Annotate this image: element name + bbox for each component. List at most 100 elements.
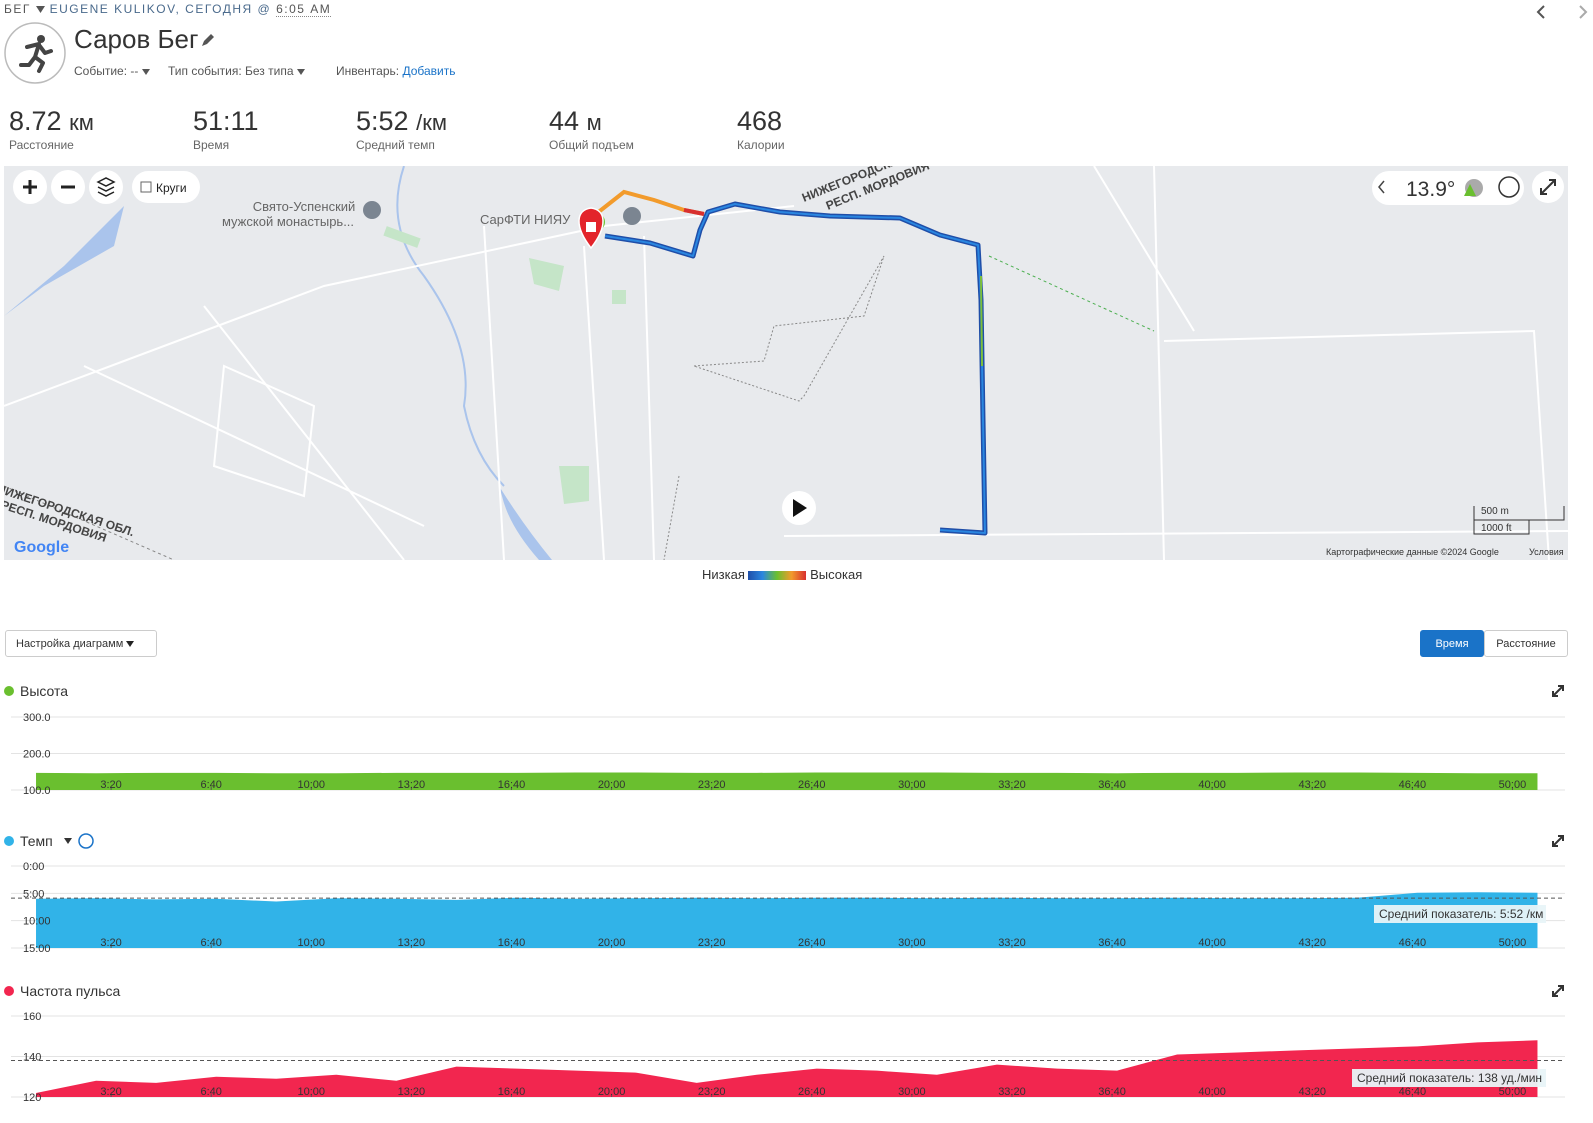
y-tick-label: 10:00	[23, 916, 51, 928]
x-tick-label: 33:20	[998, 779, 1026, 791]
legend-high: Высокая	[810, 567, 863, 582]
laps-toggle[interactable]: Круги	[156, 181, 187, 195]
stat-number: 51:11	[193, 106, 259, 136]
dropdown-arrow	[35, 6, 45, 13]
distance-tab[interactable]: Расстояние	[1484, 630, 1568, 657]
average-badge	[1352, 1069, 1546, 1087]
x-tick-label: 6:40	[200, 937, 221, 949]
map-poi: Свято-Успенский	[253, 199, 356, 214]
x-tick-label: 33:20	[998, 1086, 1026, 1098]
map-terms[interactable]: Условия	[1529, 547, 1564, 557]
chart-settings[interactable]: Настройка диаграмм	[5, 630, 157, 657]
stat-value: 468	[737, 106, 782, 137]
activity-time: 6:05 AM	[276, 2, 332, 17]
x-tick-label: 10:00	[298, 937, 326, 949]
x-tick-label: 13:20	[398, 1086, 426, 1098]
stat-unit: м	[586, 110, 602, 135]
expand-icon[interactable]	[1552, 985, 1564, 997]
scale-label: 500 m	[1481, 506, 1509, 517]
stat-unit: /км	[416, 110, 447, 135]
chart-title: Частота пульса	[20, 983, 121, 999]
x-tick-label: 16:40	[498, 937, 526, 949]
area	[36, 1040, 1538, 1097]
event-type[interactable]: Тип события: Без типа	[168, 64, 305, 78]
help-icon	[78, 833, 94, 849]
x-tick-label: 30:00	[898, 937, 926, 949]
area	[36, 892, 1538, 948]
x-tick-label: 43:20	[1298, 937, 1326, 949]
x-tick-label: 30:00	[898, 1086, 926, 1098]
average-badge	[1374, 905, 1546, 923]
area	[36, 772, 1538, 790]
y-tick-label: 15:00	[23, 943, 51, 955]
stat-label: Общий подъем	[549, 138, 634, 152]
x-tick-label: 23:20	[698, 937, 726, 949]
x-tick-label: 36:40	[1098, 1086, 1126, 1098]
event-label[interactable]: Событие: --	[74, 64, 139, 78]
event[interactable]: Событие: --	[74, 64, 150, 78]
y-tick-label: 300.0	[23, 712, 51, 724]
gear: Инвентарь: Добавить	[336, 64, 455, 78]
chart-title: Высота	[20, 683, 68, 699]
series-dot	[4, 836, 14, 846]
stat-number: 44	[549, 106, 580, 136]
average-label: Средний показатель: 138 уд./мин	[1357, 1071, 1542, 1085]
x-tick-label: 40:00	[1198, 937, 1226, 949]
x-tick-label: 6:40	[200, 779, 221, 791]
x-tick-label: 10:00	[298, 1086, 326, 1098]
map-attribution: Картографические данные ©2024 Google	[1326, 547, 1499, 557]
edit-icon[interactable]	[200, 32, 216, 48]
gear-label: Инвентарь:	[336, 64, 400, 78]
x-tick-label: 46:40	[1399, 779, 1427, 791]
dropdown-arrow	[126, 641, 135, 647]
x-tick-label: 20:00	[598, 1086, 626, 1098]
time-tab[interactable]: Время	[1420, 630, 1484, 657]
x-tick-label: 33:20	[998, 937, 1026, 949]
map-controls[interactable]	[13, 170, 1564, 525]
x-tick-label: 10:00	[298, 779, 326, 791]
stat-value: 5:52 /км	[356, 106, 447, 137]
x-tick-label: 26:40	[798, 779, 826, 791]
average-label: Средний показатель: 5:52 /км	[1379, 907, 1543, 921]
stat-number: 5:52	[356, 106, 409, 136]
series-dot	[4, 986, 14, 996]
x-tick-label: 6:40	[200, 1086, 221, 1098]
x-tick-label: 40:00	[1198, 1086, 1226, 1098]
chart-title: Темп	[20, 833, 53, 849]
event-type-label[interactable]: Тип события: Без типа	[168, 64, 294, 78]
x-tick-label: 20:00	[598, 779, 626, 791]
expand-icon[interactable]	[1552, 835, 1564, 847]
activity-type[interactable]: БЕГ	[4, 2, 31, 16]
x-tick-label: 50:00	[1499, 937, 1527, 949]
breadcrumb: БЕГ EUGENE KULIKOV, СЕГОДНЯ @ 6:05 AM	[4, 2, 332, 17]
x-tick-label: 36:40	[1098, 779, 1126, 791]
x-tick-label: 46:40	[1399, 937, 1427, 949]
y-tick-label: 160	[23, 1011, 41, 1023]
nav-arrows[interactable]	[1530, 4, 1590, 20]
legend-gradient	[748, 571, 807, 581]
stat-label: Калории	[737, 138, 785, 152]
y-tick-label: 5:00	[23, 888, 44, 900]
chart-settings-label[interactable]: Настройка диаграмм	[16, 638, 124, 650]
x-tick-label: 23:20	[698, 779, 726, 791]
x-tick-label: 26:40	[798, 1086, 826, 1098]
dropdown-arrow	[64, 838, 72, 844]
x-tick-label: 16:40	[498, 779, 526, 791]
x-tick-label: 46:40	[1399, 1086, 1427, 1098]
stat-value: 51:11	[193, 106, 259, 137]
x-tick-label: 3:20	[100, 779, 121, 791]
x-tick-label: 43:20	[1298, 779, 1326, 791]
temperature: 13.9°	[1406, 178, 1455, 201]
y-tick-label: 200.0	[23, 749, 51, 761]
owner[interactable]: EUGENE KULIKOV, СЕГОДНЯ @	[49, 2, 272, 16]
x-tick-label: 3:20	[100, 937, 121, 949]
x-tick-label: 30:00	[898, 779, 926, 791]
map[interactable]: Круги Свято-Успенский мужской монастырь.…	[4, 166, 1568, 560]
gear-add[interactable]: Добавить	[402, 64, 456, 78]
x-tick-label: 36:40	[1098, 937, 1126, 949]
x-tick-label: 20:00	[598, 937, 626, 949]
stat-label: Время	[193, 138, 230, 152]
x-tick-label: 40:00	[1198, 779, 1226, 791]
expand-icon[interactable]	[1552, 685, 1564, 697]
series-dot	[4, 686, 14, 696]
